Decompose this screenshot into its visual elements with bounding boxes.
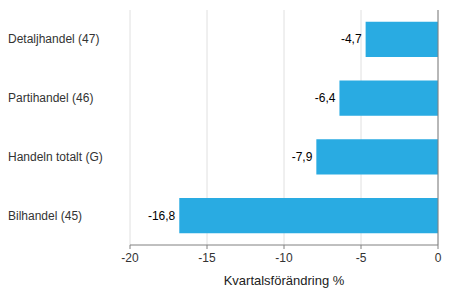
category-label: Partihandel (46)	[8, 91, 93, 105]
data-label: -6,4	[315, 91, 336, 105]
bar	[339, 81, 438, 116]
tick-label: 0	[435, 251, 442, 265]
bars	[179, 22, 438, 234]
category-label: Detaljhandel (47)	[8, 32, 99, 46]
category-label: Handeln totalt (G)	[8, 150, 103, 164]
axes: -20 -15 -10 -5 0	[121, 10, 441, 265]
tick-mark	[284, 245, 285, 249]
tick-mark	[438, 245, 439, 249]
grid-line	[438, 10, 439, 245]
chart-svg: -20 -15 -10 -5 0 Bilhandel (45) Handeln totalt…	[0, 0, 454, 302]
tick-label: -15	[198, 251, 216, 265]
grid-line	[130, 10, 131, 245]
tick-mark	[207, 245, 208, 249]
data-label: -4,7	[341, 32, 362, 46]
tick-label: -10	[275, 251, 293, 265]
chart-container: -20 -15 -10 -5 0 Bilhandel (45) Handeln totalt…	[0, 0, 454, 302]
bar	[366, 22, 438, 57]
category-label: Bilhandel (45)	[8, 209, 82, 223]
bar	[179, 198, 438, 233]
tick-mark	[361, 245, 362, 249]
bar	[316, 139, 438, 174]
x-axis-title: Kvartalsförändring %	[224, 273, 345, 288]
data-label: -16,8	[148, 209, 176, 223]
tick-mark	[130, 245, 131, 249]
tick-label: -5	[356, 251, 367, 265]
tick-label: -20	[121, 251, 139, 265]
zero-line	[438, 10, 439, 245]
data-label: -7,9	[292, 150, 313, 164]
grid	[130, 10, 438, 245]
